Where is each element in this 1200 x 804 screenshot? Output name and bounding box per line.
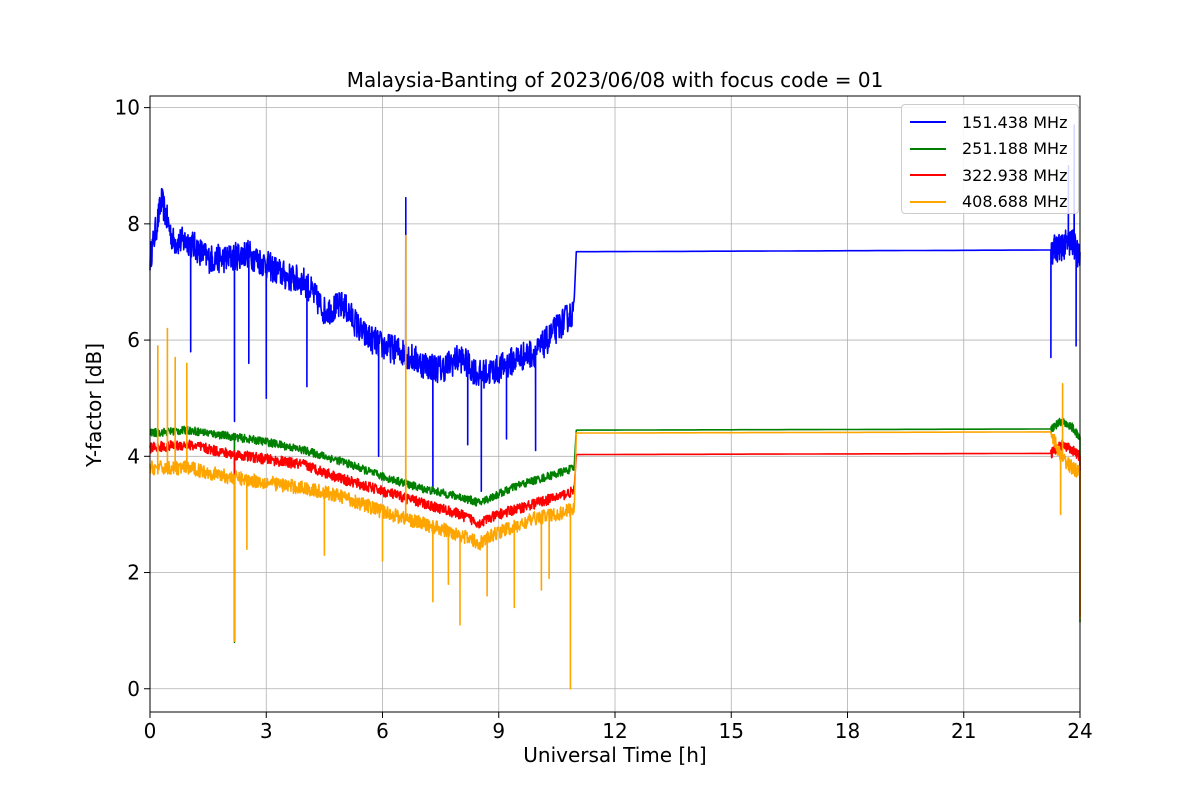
y-tick-label: 0: [127, 677, 140, 701]
series-251mhz-line: [149, 417, 1081, 644]
chart-title: Malaysia-Banting of 2023/06/08 with focu…: [346, 68, 884, 92]
series-151mhz-line: [149, 124, 1081, 492]
x-tick-label: 21: [951, 719, 976, 743]
legend-label-151: 151.438 MHz: [962, 112, 1068, 132]
series-408mhz-line: [149, 234, 1081, 690]
x-tick-label: 6: [376, 719, 389, 743]
y-tick-label: 4: [127, 444, 140, 468]
x-tick-label: 12: [602, 719, 627, 743]
legend-item-251: 251.188 MHz: [910, 136, 1070, 163]
x-tick-label: 15: [719, 719, 744, 743]
y-tick-label: 6: [127, 328, 140, 352]
series-lines: [149, 124, 1081, 690]
x-tick-label: 24: [1067, 719, 1092, 743]
x-tick-label: 18: [835, 719, 860, 743]
legend-swatch-151: [910, 121, 946, 124]
legend-swatch-408: [910, 200, 946, 203]
y-tick-label: 2: [127, 561, 140, 585]
x-tick-label: 3: [260, 719, 273, 743]
legend-label-251: 251.188 MHz: [962, 139, 1068, 159]
grid-lines: [149, 96, 1081, 712]
y-tick-label: 8: [127, 212, 140, 236]
y-axis-label: Y-factor [dB]: [82, 342, 106, 468]
legend-swatch-251: [910, 147, 946, 150]
legend-item-322: 322.938 MHz: [910, 162, 1070, 189]
legend-item-151: 151.438 MHz: [910, 109, 1070, 136]
x-tick-label: 0: [144, 719, 157, 743]
y-tick-label: 10: [115, 96, 140, 120]
x-axis-label: Universal Time [h]: [523, 743, 707, 767]
series-322mhz-line: [149, 439, 1081, 641]
legend-label-408: 408.688 MHz: [962, 192, 1068, 212]
legend-item-408: 408.688 MHz: [910, 189, 1070, 216]
legend-swatch-322: [910, 174, 946, 177]
x-tick-label: 9: [492, 719, 505, 743]
legend: 151.438 MHz 251.188 MHz 322.938 MHz 408.…: [901, 104, 1079, 214]
legend-label-322: 322.938 MHz: [962, 165, 1068, 185]
